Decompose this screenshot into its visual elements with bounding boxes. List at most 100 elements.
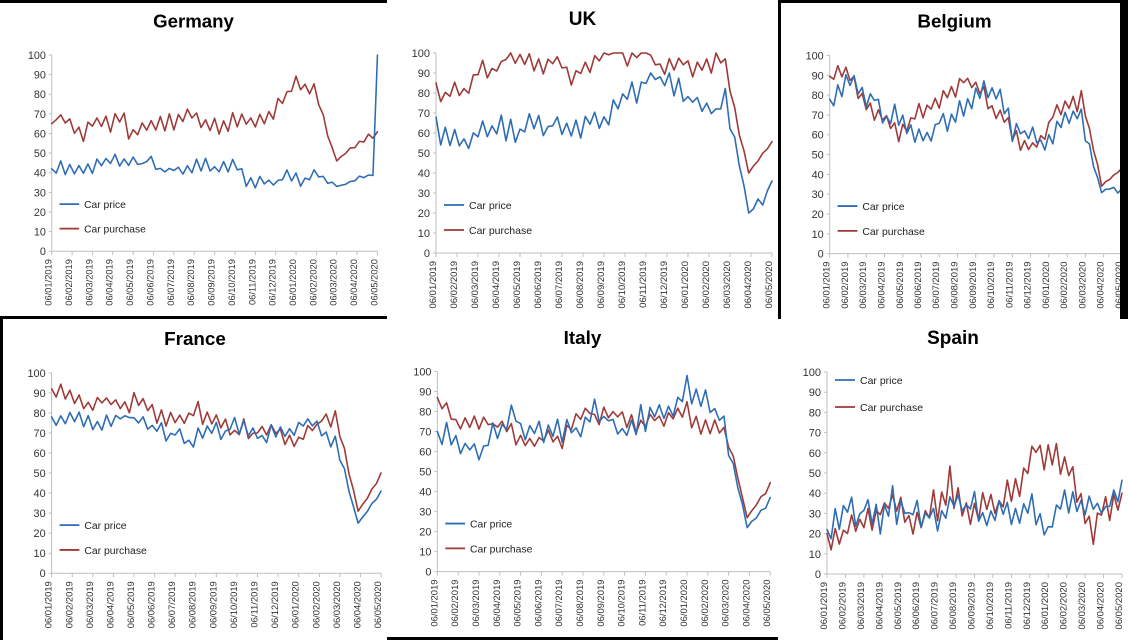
svg-text:30: 30 [812,189,824,201]
svg-text:06/03/2019: 06/03/2019 [84,259,94,306]
svg-text:06/05/2019: 06/05/2019 [125,581,136,628]
svg-text:06/09/2019: 06/09/2019 [207,581,218,628]
svg-text:06/05/2020: 06/05/2020 [372,581,383,628]
svg-text:20: 20 [812,209,824,221]
svg-text:06/10/2019: 06/10/2019 [985,262,996,309]
svg-text:50: 50 [809,468,821,480]
svg-text:06/06/2019: 06/06/2019 [532,580,543,627]
svg-text:06/10/2019: 06/10/2019 [228,581,239,628]
svg-text:20: 20 [34,207,46,219]
svg-text:06/02/2020: 06/02/2020 [699,580,710,627]
svg-text:06/01/2019: 06/01/2019 [428,261,439,309]
svg-text:0: 0 [40,246,46,258]
svg-text:Car price: Car price [862,202,904,213]
svg-text:10: 10 [34,548,46,560]
svg-text:06/08/2019: 06/08/2019 [186,259,196,306]
svg-text:06/02/2019: 06/02/2019 [63,581,74,628]
svg-text:100: 100 [412,48,430,60]
svg-text:06/05/2019: 06/05/2019 [512,261,523,309]
svg-text:06/03/2019: 06/03/2019 [470,261,481,309]
svg-text:06/01/2020: 06/01/2020 [678,580,689,627]
svg-text:06/06/2019: 06/06/2019 [533,261,544,309]
svg-text:06/05/2019: 06/05/2019 [893,582,904,630]
svg-text:06/01/2019: 06/01/2019 [43,581,54,628]
svg-text:06/09/2019: 06/09/2019 [595,580,606,627]
svg-text:06/03/2020: 06/03/2020 [720,580,731,627]
svg-text:20: 20 [419,527,431,539]
svg-text:06/04/2019: 06/04/2019 [105,259,115,306]
svg-text:06/10/2019: 06/10/2019 [617,261,628,309]
svg-text:06/01/2020: 06/01/2020 [680,261,691,309]
svg-text:Car price: Car price [469,200,512,212]
svg-text:06/03/2020: 06/03/2020 [722,261,733,309]
svg-text:20: 20 [809,529,821,541]
svg-text:06/08/2019: 06/08/2019 [574,580,585,627]
svg-text:Car purchase: Car purchase [84,225,146,236]
svg-text:06/09/2019: 06/09/2019 [207,259,217,306]
svg-text:06/12/2019: 06/12/2019 [1022,262,1033,309]
svg-text:06/04/2019: 06/04/2019 [491,580,502,627]
svg-text:50: 50 [419,467,431,479]
svg-text:90: 90 [812,70,824,82]
svg-text:90: 90 [418,68,430,80]
svg-text:20: 20 [34,528,46,540]
svg-text:80: 80 [809,407,821,419]
svg-text:06/05/2020: 06/05/2020 [764,261,775,309]
svg-text:10: 10 [812,229,824,241]
svg-text:40: 40 [418,168,430,180]
svg-text:06/11/2019: 06/11/2019 [636,580,647,626]
svg-text:06/04/2019: 06/04/2019 [875,262,886,309]
svg-text:06/05/2019: 06/05/2019 [512,580,523,627]
svg-text:France: France [164,328,226,349]
svg-text:06/04/2020: 06/04/2020 [743,261,754,309]
svg-text:06/07/2019: 06/07/2019 [554,261,565,309]
svg-text:06/05/2019: 06/05/2019 [894,262,905,309]
svg-text:06/03/2019: 06/03/2019 [84,581,95,628]
svg-text:06/12/2019: 06/12/2019 [268,259,278,306]
svg-text:06/04/2020: 06/04/2020 [1096,582,1107,630]
svg-text:30: 30 [809,508,821,520]
svg-text:06/04/2020: 06/04/2020 [740,580,751,627]
svg-text:06/02/2020: 06/02/2020 [701,261,712,309]
svg-text:06/05/2020: 06/05/2020 [369,259,379,306]
svg-text:10: 10 [418,228,430,240]
svg-text:06/10/2019: 06/10/2019 [227,259,237,306]
svg-text:Car purchase: Car purchase [862,227,925,238]
svg-text:Car purchase: Car purchase [469,225,532,237]
svg-text:90: 90 [809,387,821,399]
svg-text:06/01/2019: 06/01/2019 [428,580,439,627]
svg-text:06/03/2019: 06/03/2019 [856,582,867,630]
svg-text:06/03/2020: 06/03/2020 [331,581,342,628]
svg-text:06/07/2019: 06/07/2019 [930,582,941,630]
svg-text:50: 50 [34,468,46,480]
svg-text:40: 40 [419,487,431,499]
svg-text:06/03/2019: 06/03/2019 [857,262,868,309]
svg-text:0: 0 [815,569,821,581]
svg-text:06/05/2020: 06/05/2020 [1114,582,1125,630]
svg-text:10: 10 [809,549,821,561]
svg-text:30: 30 [34,508,46,520]
svg-text:06/11/2019: 06/11/2019 [1003,582,1014,629]
svg-text:06/06/2019: 06/06/2019 [911,582,922,630]
svg-text:80: 80 [418,88,430,100]
svg-text:60: 60 [419,447,431,459]
svg-text:06/08/2019: 06/08/2019 [575,261,586,309]
svg-text:100: 100 [806,50,824,62]
svg-text:90: 90 [34,388,46,400]
svg-text:Spain: Spain [927,328,979,349]
svg-text:90: 90 [419,386,431,398]
svg-text:06/07/2019: 06/07/2019 [166,581,177,628]
svg-text:06/01/2020: 06/01/2020 [288,259,298,306]
svg-text:06/07/2019: 06/07/2019 [553,580,564,627]
svg-text:70: 70 [419,427,431,439]
svg-text:60: 60 [34,128,46,140]
svg-text:06/01/2020: 06/01/2020 [290,581,301,628]
svg-text:UK: UK [569,9,597,30]
svg-text:06/11/2019: 06/11/2019 [249,581,260,627]
svg-text:40: 40 [809,488,821,500]
svg-text:06/03/2020: 06/03/2020 [1077,582,1088,630]
svg-text:100: 100 [803,367,821,379]
svg-text:06/01/2019: 06/01/2019 [821,262,832,309]
svg-text:70: 70 [418,108,430,120]
svg-text:06/08/2019: 06/08/2019 [187,581,198,628]
